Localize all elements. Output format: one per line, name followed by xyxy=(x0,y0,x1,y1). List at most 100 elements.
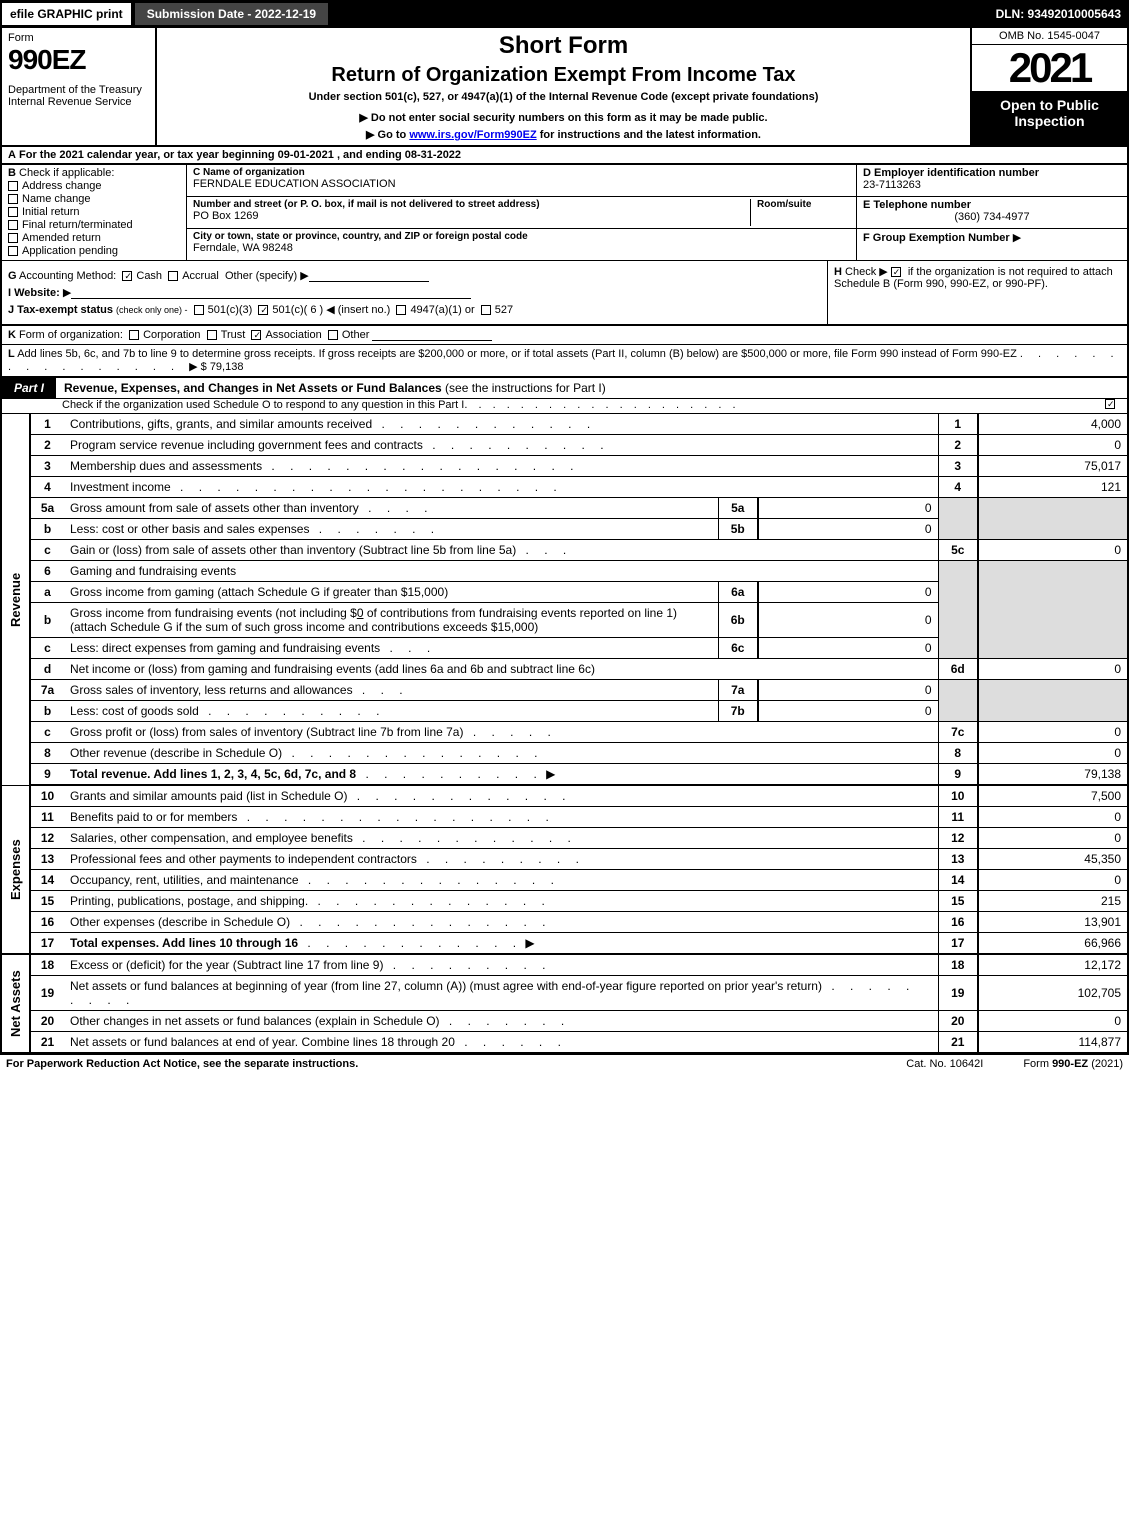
table-row: 3 Membership dues and assessments . . . … xyxy=(1,456,1128,477)
i-arrow-icon: ▶ xyxy=(63,287,71,299)
line-desc: Less: cost or other basis and sales expe… xyxy=(64,519,718,540)
sub-amount: 0 xyxy=(758,498,938,519)
chk-initial-return[interactable] xyxy=(8,207,18,217)
chk-501c[interactable] xyxy=(258,305,268,315)
chk-cash[interactable] xyxy=(122,271,132,281)
line-amount: 0 xyxy=(978,828,1128,849)
chk-application-pending[interactable] xyxy=(8,246,18,256)
website-input[interactable] xyxy=(71,287,471,299)
grey-cell xyxy=(978,498,1128,540)
chk-accrual[interactable] xyxy=(168,271,178,281)
line-num: b xyxy=(30,519,64,540)
g-text: Accounting Method: xyxy=(19,270,116,282)
line-num: 12 xyxy=(30,828,64,849)
line-ref: 8 xyxy=(938,743,978,764)
other-org-input[interactable] xyxy=(372,329,492,341)
efile-print-button[interactable]: efile GRAPHIC print xyxy=(0,1,133,27)
chk-association[interactable] xyxy=(251,330,261,340)
section-bcdef: B Check if applicable: Address change Na… xyxy=(0,165,1129,260)
table-row: c Gain or (loss) from sale of assets oth… xyxy=(1,540,1128,561)
part1-note-row: Check if the organization used Schedule … xyxy=(0,399,1129,414)
line-ref: 11 xyxy=(938,807,978,828)
chk-corporation[interactable] xyxy=(129,330,139,340)
line-desc: Net income or (loss) from gaming and fun… xyxy=(64,659,938,680)
table-row: 12 Salaries, other compensation, and emp… xyxy=(1,828,1128,849)
line-num: 8 xyxy=(30,743,64,764)
chk-address-change[interactable] xyxy=(8,181,18,191)
line-amount: 0 xyxy=(978,659,1128,680)
part1-title-suffix: (see the instructions for Part I) xyxy=(445,381,606,395)
chk-amended-return[interactable] xyxy=(8,233,18,243)
chk-4947[interactable] xyxy=(396,305,406,315)
line-num: 20 xyxy=(30,1011,64,1032)
line-desc: Benefits paid to or for members . . . . … xyxy=(64,807,938,828)
line-desc: Gross profit or (loss) from sales of inv… xyxy=(64,722,938,743)
footer-right-suffix: (2021) xyxy=(1088,1058,1123,1070)
table-row: 15 Printing, publications, postage, and … xyxy=(1,891,1128,912)
c-street-label: Number and street (or P. O. box, if mail… xyxy=(193,199,750,210)
table-row: 21 Net assets or fund balances at end of… xyxy=(1,1032,1128,1054)
table-row: 16 Other expenses (describe in Schedule … xyxy=(1,912,1128,933)
grey-cell xyxy=(978,680,1128,722)
lbl-trust: Trust xyxy=(221,329,246,341)
goto-line: ▶ Go to www.irs.gov/Form990EZ for instru… xyxy=(163,128,964,141)
chk-schedule-o[interactable] xyxy=(1105,399,1115,409)
line-ref: 20 xyxy=(938,1011,978,1032)
line-amount: 0 xyxy=(978,870,1128,891)
line-amount: 0 xyxy=(978,722,1128,743)
lbl-corporation: Corporation xyxy=(143,329,200,341)
line-desc: Net assets or fund balances at beginning… xyxy=(64,976,938,1011)
chk-501c3[interactable] xyxy=(194,305,204,315)
line-ref: 3 xyxy=(938,456,978,477)
chk-trust[interactable] xyxy=(207,330,217,340)
chk-other-org[interactable] xyxy=(328,330,338,340)
line-num: b xyxy=(30,701,64,722)
label-i: I Website: xyxy=(8,287,60,299)
top-bar: efile GRAPHIC print Submission Date - 20… xyxy=(0,0,1129,28)
chk-final-return[interactable] xyxy=(8,220,18,230)
line-desc: Membership dues and assessments . . . . … xyxy=(64,456,938,477)
table-row: 11 Benefits paid to or for members . . .… xyxy=(1,807,1128,828)
line-ref: 19 xyxy=(938,976,978,1011)
line-desc: Other revenue (describe in Schedule O) .… xyxy=(64,743,938,764)
table-row: 14 Occupancy, rent, utilities, and maint… xyxy=(1,870,1128,891)
table-row: 8 Other revenue (describe in Schedule O)… xyxy=(1,743,1128,764)
chk-527[interactable] xyxy=(481,305,491,315)
b-heading: Check if applicable: xyxy=(19,167,114,179)
chk-name-change[interactable] xyxy=(8,194,18,204)
line-amount: 12,172 xyxy=(978,954,1128,976)
table-row: Net Assets 18 Excess or (deficit) for th… xyxy=(1,954,1128,976)
line-desc: Gross sales of inventory, less returns a… xyxy=(64,680,718,701)
table-row: c Gross profit or (loss) from sales of i… xyxy=(1,722,1128,743)
side-expenses: Expenses xyxy=(1,785,30,954)
line-desc: Excess or (deficit) for the year (Subtra… xyxy=(64,954,938,976)
org-city: Ferndale, WA 98248 xyxy=(193,242,850,254)
lbl-accrual: Accrual xyxy=(182,270,219,282)
lbl-name-change: Name change xyxy=(22,193,91,205)
line-amount: 75,017 xyxy=(978,456,1128,477)
other-specify-input[interactable] xyxy=(309,270,429,282)
line-num: 10 xyxy=(30,785,64,807)
line-amount: 13,901 xyxy=(978,912,1128,933)
k-text: Form of organization: xyxy=(19,329,123,341)
page-footer: For Paperwork Reduction Act Notice, see … xyxy=(0,1054,1129,1073)
sub-ref: 5b xyxy=(718,519,758,540)
footer-left: For Paperwork Reduction Act Notice, see … xyxy=(6,1058,866,1070)
line-ref: 7c xyxy=(938,722,978,743)
line-num: 19 xyxy=(30,976,64,1011)
tax-year: 2021 xyxy=(972,45,1127,91)
line-num: c xyxy=(30,540,64,561)
chk-schedule-b[interactable] xyxy=(891,267,901,277)
form-number: 990EZ xyxy=(8,44,149,76)
lbl-501c3: 501(c)(3) xyxy=(208,304,253,316)
form-label: Form xyxy=(8,32,149,44)
line-ref: 10 xyxy=(938,785,978,807)
table-row: 19 Net assets or fund balances at beginn… xyxy=(1,976,1128,1011)
e-label: E Telephone number xyxy=(863,199,1121,211)
label-a: A xyxy=(8,149,16,161)
line-ref: 4 xyxy=(938,477,978,498)
line-amount: 102,705 xyxy=(978,976,1128,1011)
footer-right-bold: 990-EZ xyxy=(1052,1058,1088,1070)
irs-link[interactable]: www.irs.gov/Form990EZ xyxy=(409,129,536,141)
line-ref: 9 xyxy=(938,764,978,786)
